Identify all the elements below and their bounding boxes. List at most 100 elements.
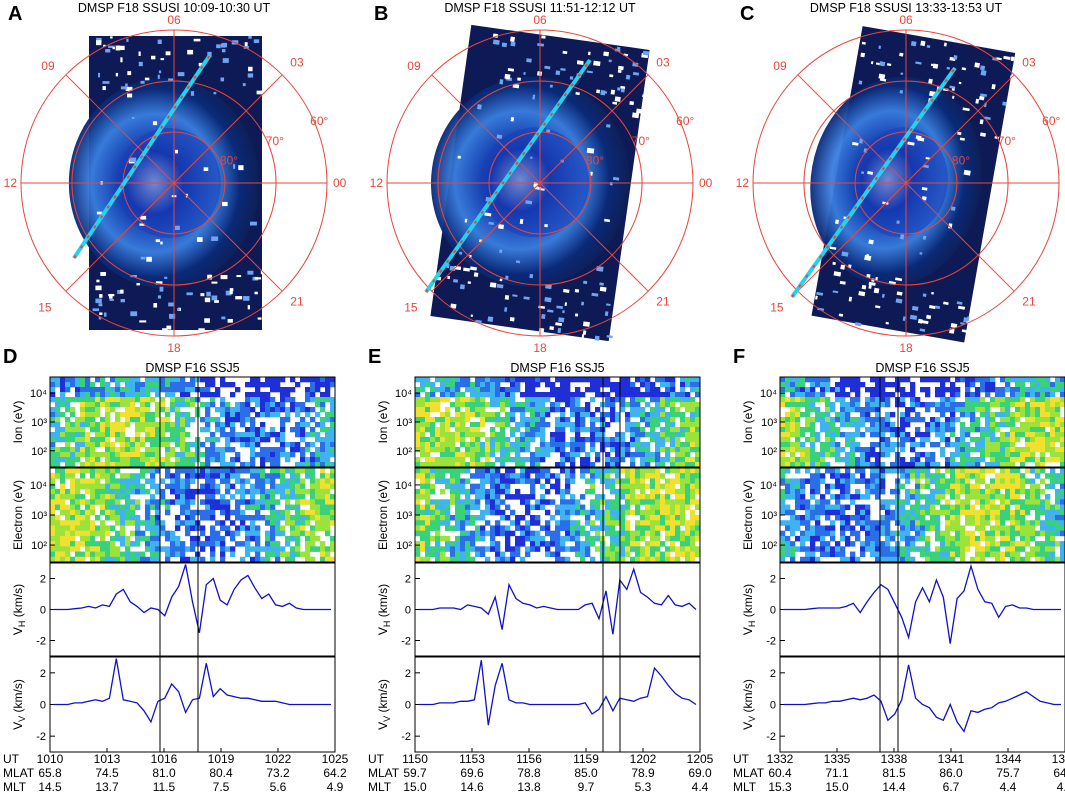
- spectrum-cell: [635, 478, 641, 484]
- spectrum-cell: [810, 402, 816, 408]
- spectrum-cell: [655, 377, 661, 383]
- spectrum-cell: [990, 397, 996, 403]
- spectrum-cell: [565, 535, 571, 542]
- spectrum-cell: [315, 504, 321, 511]
- spectrum-cell: [560, 494, 566, 500]
- spectrum-cell: [65, 468, 71, 474]
- spectrum-cell: [1060, 402, 1065, 408]
- spectrum-cell: [955, 462, 961, 468]
- spectrum-cell: [220, 422, 226, 428]
- spectrum-cell: [630, 499, 636, 505]
- spectrum-cell: [435, 541, 441, 547]
- spectrum-cell: [205, 478, 211, 484]
- spectrum-cell: [300, 509, 306, 516]
- mlat-label: 73.2: [266, 766, 290, 780]
- spectrum-cell: [110, 483, 116, 490]
- spectrum-cell: [635, 520, 641, 526]
- spectrum-cell: [605, 551, 611, 558]
- spectrum-cell: [505, 447, 511, 453]
- spectrum-cell: [500, 417, 506, 423]
- noise-pixel: [881, 293, 885, 298]
- noise-pixel: [943, 42, 947, 47]
- spectrum-cell: [205, 457, 211, 463]
- spectrum-cell: [475, 530, 481, 537]
- spectrum-cell: [660, 515, 666, 521]
- noise-pixel: [620, 88, 625, 93]
- spectrum-cell: [155, 468, 161, 474]
- spectrum-cell: [160, 488, 166, 495]
- spectrum-cell: [105, 392, 111, 398]
- spectrum-cell: [50, 452, 56, 458]
- spectrum-cell: [430, 462, 436, 468]
- spectrum-cell: [685, 392, 691, 398]
- spectrum-cell: [90, 447, 96, 453]
- spectrum-cell: [55, 468, 61, 474]
- spectrum-cell: [920, 515, 926, 521]
- spectrum-cell: [805, 377, 811, 383]
- spectrum-cell: [850, 457, 856, 463]
- spectrum-cell: [75, 494, 81, 500]
- spectrum-cell: [820, 462, 826, 468]
- spectrum-cell: [640, 377, 646, 383]
- spectrum-cell: [620, 520, 626, 526]
- spectrum-cell: [425, 546, 431, 552]
- spectrum-cell: [530, 530, 536, 537]
- spectrum-cell: [580, 525, 586, 531]
- spectrum-cell: [330, 546, 336, 552]
- spectrum-cell: [970, 382, 976, 388]
- spectrum-cell: [275, 509, 281, 516]
- spectrum-cell: [110, 462, 116, 468]
- spectrum-cell: [330, 432, 336, 438]
- spectrum-cell: [605, 499, 611, 505]
- spectrum-cell: [455, 535, 461, 542]
- spectrum-cell: [455, 412, 461, 418]
- spectrum-cell: [415, 499, 421, 505]
- spectrum-cell: [90, 525, 96, 531]
- spectrum-cell: [230, 427, 236, 433]
- y-tick-label: 10³: [31, 510, 47, 522]
- spectrum-cell: [535, 432, 541, 438]
- spectrum-cell: [915, 427, 921, 433]
- noise-pixel: [629, 101, 635, 106]
- spectrum-cell: [1050, 387, 1056, 393]
- spectrum-cell: [580, 447, 586, 453]
- spectrum-cell: [120, 551, 126, 558]
- spectrum-cell: [575, 509, 581, 516]
- spectrum-cell: [880, 515, 886, 521]
- spectrum-cell: [470, 447, 476, 453]
- spectrum-cell: [850, 387, 856, 393]
- spectrum-cell: [525, 494, 531, 500]
- spectrum-cell: [975, 402, 981, 408]
- spectrum-cell: [140, 452, 146, 458]
- spectrum-cell: [145, 452, 151, 458]
- noise-pixel: [247, 270, 254, 275]
- spectrum-cell: [110, 515, 116, 521]
- spectrum-cell: [655, 473, 661, 479]
- spectrum-cell: [80, 382, 86, 388]
- spectrum-cell: [110, 397, 116, 403]
- noise-pixel: [512, 294, 518, 297]
- spectrum-cell: [420, 488, 426, 495]
- spectrum-cell: [670, 447, 676, 453]
- spectrum-cell: [265, 541, 271, 547]
- spectrum-cell: [1050, 417, 1056, 423]
- spectrum-cell: [990, 457, 996, 463]
- spectrum-cell: [120, 530, 126, 537]
- spectrum-cell: [440, 468, 446, 474]
- spectrum-cell: [635, 397, 641, 403]
- spectrum-cell: [1000, 377, 1006, 383]
- spectrum-cell: [535, 412, 541, 418]
- spectrum-cell: [485, 402, 491, 408]
- spectrum-cell: [485, 530, 491, 537]
- spectrum-cell: [630, 442, 636, 448]
- spectrum-cell: [530, 452, 536, 458]
- spectrum-cell: [845, 437, 851, 443]
- spectrum-cell: [525, 468, 531, 474]
- spectrum-cell: [635, 525, 641, 531]
- spectrum-cell: [125, 520, 131, 526]
- spectrum-cell: [255, 437, 261, 443]
- spectrum-cell: [260, 457, 266, 463]
- spectrum-cell: [615, 556, 621, 563]
- spectrum-cell: [655, 437, 661, 443]
